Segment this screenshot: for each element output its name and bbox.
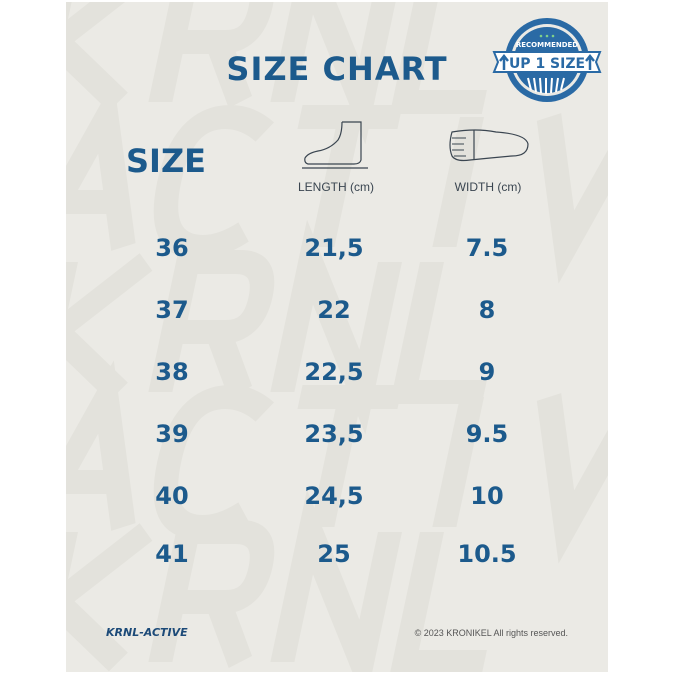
foot-side-icon [302,121,368,169]
watermark-graphic [66,2,608,672]
size-cell: 37 [155,296,189,324]
watermark-letter [389,262,487,404]
width-header: WIDTH (cm) [454,180,522,194]
width-cell: 9 [478,358,496,386]
watermark-row [66,2,487,145]
watermark-letter [270,489,402,672]
watermark-letter [66,253,153,402]
watermark-letter [389,532,487,672]
size-cell: 39 [155,420,189,448]
length-cell: 24,5 [304,482,364,510]
length-header: LENGTH (cm) [298,180,374,194]
watermark-letter [536,113,608,284]
watermark-letter [270,219,402,435]
foot-sole-icon [449,129,529,162]
size-header: SIZE [126,142,207,180]
size-cell: 41 [155,540,189,568]
size-cell: 36 [155,234,189,262]
watermark-letter [389,2,487,114]
watermark-letter [66,2,153,112]
watermark-letter [66,360,136,531]
watermark-row [66,80,608,284]
length-cell: 21,5 [304,234,364,262]
watermark-letter [297,385,403,527]
width-cell: 9.5 [465,420,509,448]
watermark-letter [148,520,275,669]
length-cell: 22 [317,296,351,324]
page-title: SIZE CHART [226,50,448,88]
width-cell: 7.5 [465,234,509,262]
copyright: © 2023 KRONIKEL All rights reserved. [414,628,568,638]
size-cell: 40 [155,482,189,510]
svg-text:RECOMMENDED: RECOMMENDED [516,41,578,49]
watermark-letter [66,523,153,672]
watermark-row [66,219,487,435]
watermark-letter [536,393,608,564]
brand-logo: KRNL-ACTIVE [106,626,188,639]
watermark-letter [432,397,484,527]
size-chart-card: SIZE CHART RECOMMENDED UP 1 SIZE SIZE LE… [66,2,608,672]
width-cell: 10.5 [457,540,517,568]
watermark-letter [66,80,136,251]
size-cell: 38 [155,358,189,386]
width-cell: 8 [478,296,496,324]
watermark-row [66,489,487,672]
watermark-letter [148,250,275,399]
length-cell: 22,5 [304,358,364,386]
width-cell: 10 [470,482,504,510]
watermark-letter [297,105,403,247]
watermark-letter [148,2,275,109]
watermark-letter [270,2,402,145]
length-cell: 23,5 [304,420,364,448]
watermark-letter [153,104,275,260]
length-cell: 25 [317,540,351,568]
svg-text:UP 1 SIZE: UP 1 SIZE [509,56,585,72]
recommended-badge-icon: RECOMMENDED UP 1 SIZE [492,18,602,102]
watermark-letter [432,117,484,247]
